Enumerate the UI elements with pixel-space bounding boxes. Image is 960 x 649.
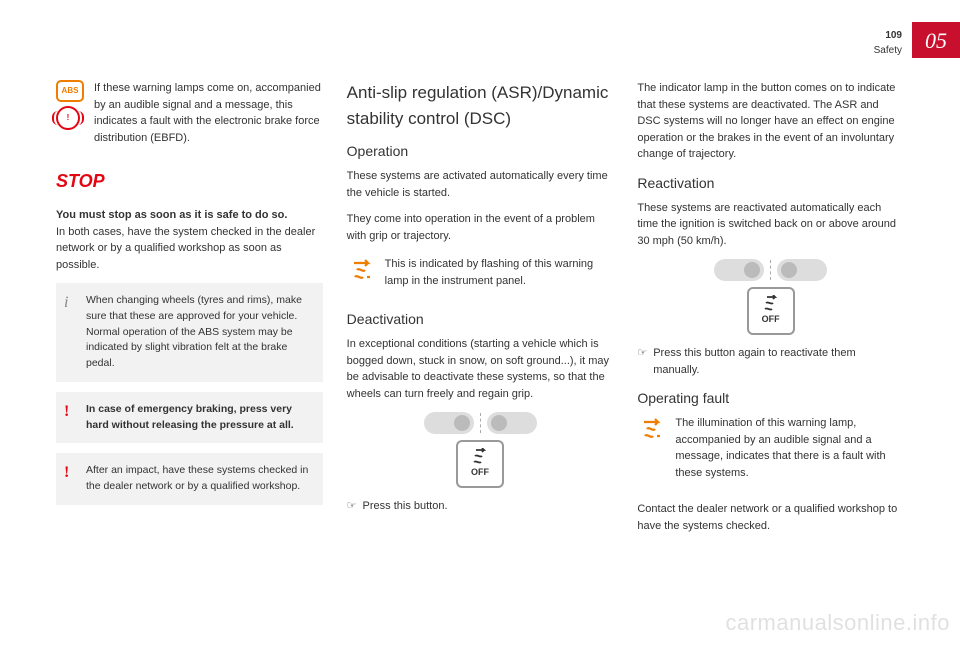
indicator-text: The indicator lamp in the button comes o… (637, 80, 904, 163)
must-stop-bold: You must stop as soon as it is safe to d… (56, 209, 287, 221)
brake-warning-icon: ! (56, 106, 80, 130)
traction-fault-icon (637, 415, 665, 443)
reactivation-heading: Reactivation (637, 173, 904, 194)
column-1: ABS ! If these warning lamps come on, ac… (56, 80, 323, 544)
operation-heading: Operation (347, 141, 614, 162)
warn-box-impact: ! After an impact, have these systems ch… (56, 453, 323, 505)
deactivation-text: In exceptional conditions (starting a ve… (347, 336, 614, 402)
section-name: Safety (874, 43, 902, 58)
deactivation-heading: Deactivation (347, 309, 614, 330)
press-button-text: Press this button. (363, 498, 448, 515)
must-stop-para: You must stop as soon as it is safe to d… (56, 207, 323, 273)
esc-off-button: OFF (456, 440, 504, 488)
bullet-arrow-icon: ☞ (347, 498, 357, 515)
esc-off-button: OFF (747, 287, 795, 335)
info-box-text: When changing wheels (tyres and rims), m… (86, 294, 302, 369)
info-box-wheels: i When changing wheels (tyres and rims),… (56, 283, 323, 382)
warn-box2-text: After an impact, have these systems chec… (86, 464, 308, 492)
column-3: The indicator lamp in the button comes o… (637, 80, 904, 544)
mirror-right-icon (777, 259, 827, 281)
reactivate-figure: OFF (637, 259, 904, 335)
warn-marker-icon: ! (64, 400, 69, 424)
reactivate-button-text: Press this button again to reactivate th… (653, 345, 904, 378)
chapter-tab: 05 (912, 22, 960, 58)
traction-flash-icon (347, 256, 375, 284)
operation-p2: They come into operation in the event of… (347, 211, 614, 244)
page-header: 109 Safety (874, 28, 902, 58)
column-2: Anti-slip regulation (ASR)/Dynamic stabi… (347, 80, 614, 544)
abs-warning-icon: ABS (56, 80, 84, 102)
operating-fault-heading: Operating fault (637, 388, 904, 409)
mirror-right-icon (487, 412, 537, 434)
ebfd-text: If these warning lamps come on, accompan… (94, 80, 323, 146)
must-stop-rest: In both cases, have the system checked i… (56, 226, 315, 271)
off-label: OFF (762, 313, 780, 327)
flash-text: This is indicated by flashing of this wa… (385, 256, 614, 289)
mirror-left-icon (424, 412, 474, 434)
warn-box1-text: In case of emergency braking, press very… (86, 403, 294, 431)
watermark: carmanualsonline.info (725, 606, 950, 639)
page-number: 109 (874, 28, 902, 43)
deactivate-figure: OFF (347, 412, 614, 488)
bullet-arrow-icon: ☞ (637, 345, 647, 378)
fault-contact-text: Contact the dealer network or a qualifie… (637, 501, 904, 534)
warn-marker-icon: ! (64, 461, 69, 485)
stop-label: STOP (56, 168, 323, 195)
info-marker-icon: i (64, 291, 68, 315)
operation-p1: These systems are activated automaticall… (347, 168, 614, 201)
fault-icon-text: The illumination of this warning lamp, a… (675, 415, 904, 481)
off-label: OFF (471, 466, 489, 480)
figure-divider (770, 260, 771, 280)
mirror-left-icon (714, 259, 764, 281)
asr-dsc-heading: Anti-slip regulation (ASR)/Dynamic stabi… (347, 80, 614, 131)
reactivation-text: These systems are reactivated automatica… (637, 200, 904, 250)
warn-box-emergency: ! In case of emergency braking, press ve… (56, 392, 323, 444)
figure-divider (480, 413, 481, 433)
